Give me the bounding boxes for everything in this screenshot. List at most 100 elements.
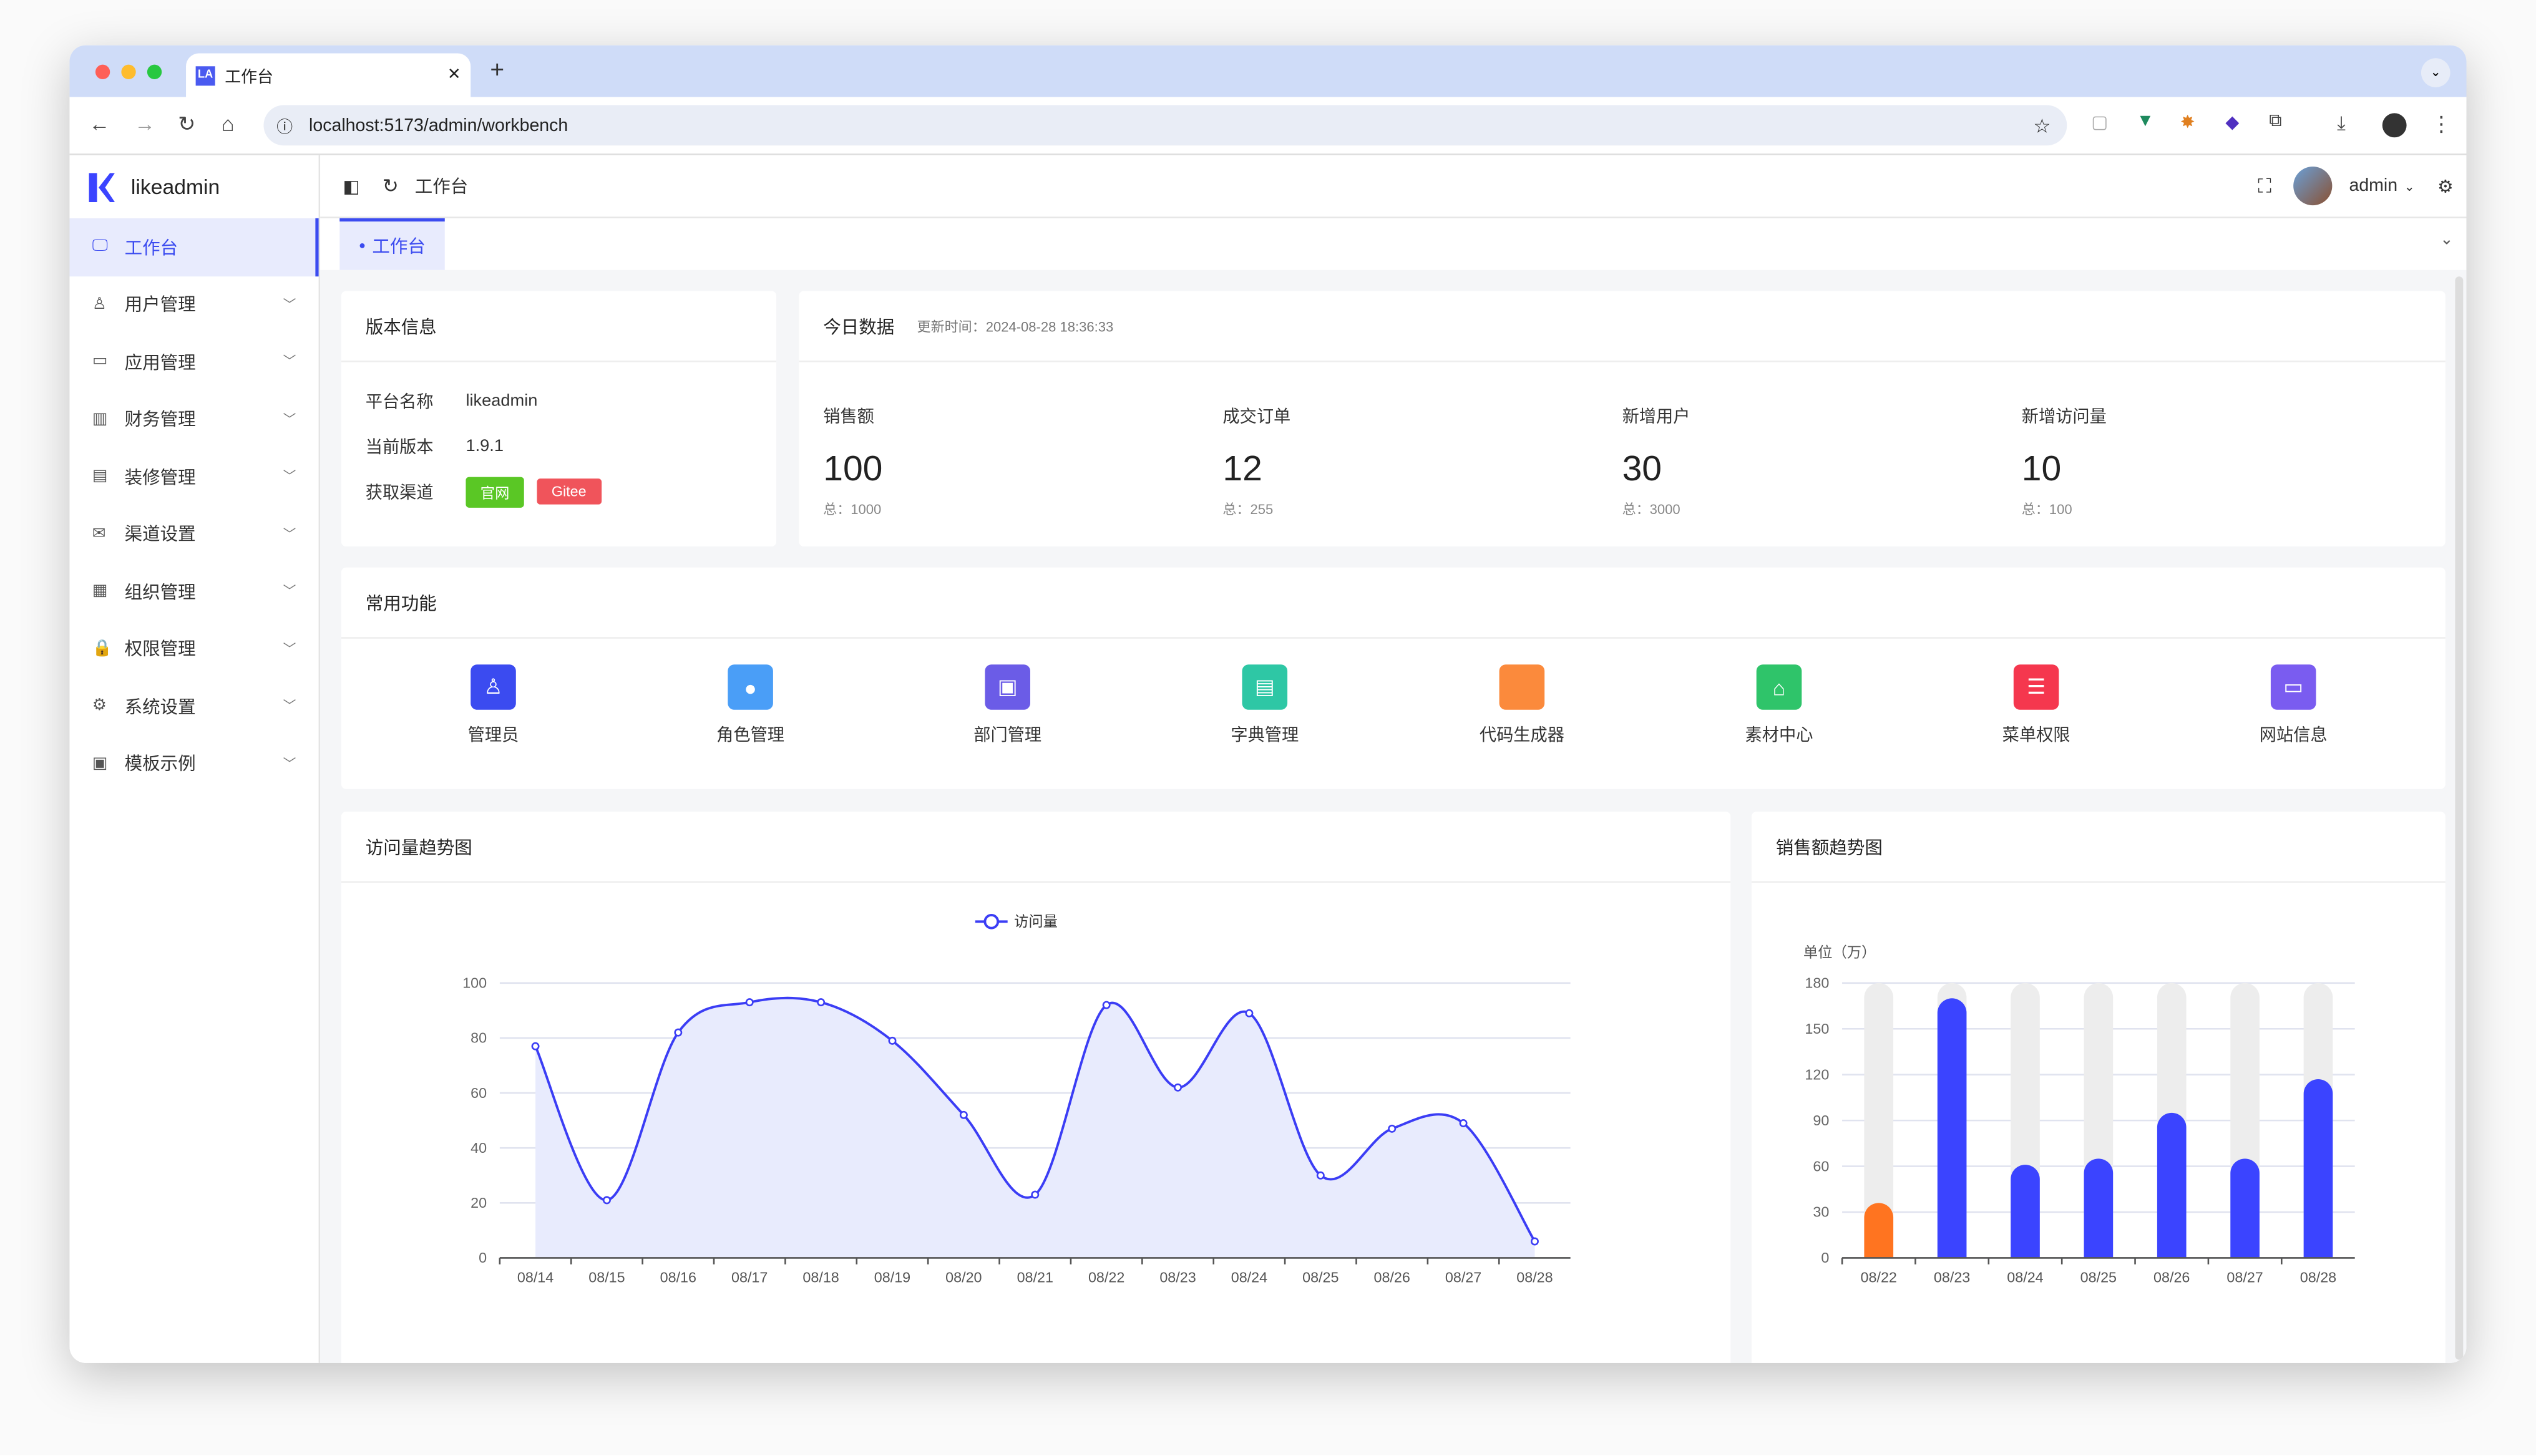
sidebar-item-label: 用户管理 bbox=[124, 296, 196, 316]
y-tick-label: 120 bbox=[1805, 1066, 1829, 1082]
minimize-window-button[interactable] bbox=[121, 64, 136, 79]
download-icon[interactable]: ⤓ bbox=[2337, 111, 2346, 135]
x-tick-label: 08/14 bbox=[517, 1269, 554, 1285]
scrollbar[interactable] bbox=[2455, 276, 2464, 1360]
browser-tab[interactable]: LA 工作台 ✕ bbox=[186, 53, 471, 97]
y-tick-label: 100 bbox=[462, 975, 487, 991]
extension-icon[interactable]: ✸ bbox=[2180, 113, 2195, 133]
visits-line-chart: 0 20 40 60 80 100 08/14 08/15 08/16 08/17 08/18 08/… bbox=[462, 913, 1571, 1285]
user-avatar[interactable] bbox=[2294, 166, 2333, 206]
x-tick-label: 08/17 bbox=[731, 1269, 768, 1285]
stat-label: 新增访问量 bbox=[2021, 407, 2107, 427]
x-tick-label: 08/27 bbox=[2226, 1269, 2263, 1285]
shortcut-icon: ▤ bbox=[1242, 664, 1288, 710]
shortcut-item[interactable]: ● 角色管理 bbox=[686, 664, 815, 747]
shortcut-item[interactable]: ▭ 网站信息 bbox=[2229, 664, 2358, 747]
sidebar-item-label: 装修管理 bbox=[124, 468, 196, 488]
sidebar-item-label: 财务管理 bbox=[124, 410, 196, 431]
bar bbox=[1937, 998, 1967, 1258]
tab-workbench[interactable]: ● 工作台 bbox=[339, 218, 445, 270]
settings-gear-icon[interactable]: ⚙ bbox=[2437, 177, 2454, 197]
fullscreen-icon[interactable]: ⛶ bbox=[2258, 173, 2272, 197]
y-tick-label: 150 bbox=[1805, 1021, 1829, 1037]
url-text: localhost:5173/admin/workbench bbox=[309, 115, 568, 135]
bar bbox=[2303, 1079, 2333, 1258]
bar bbox=[2084, 1158, 2114, 1258]
reload-icon[interactable]: ↻ bbox=[178, 111, 196, 136]
shortcut-item[interactable]: ▤ 字典管理 bbox=[1200, 664, 1329, 747]
shortcut-item[interactable]: ☰ 菜单权限 bbox=[1971, 664, 2100, 747]
info-icon[interactable]: ⓘ bbox=[276, 119, 293, 138]
visits-chart-card: 访问量趋势图 0 20 40 60 80 100 08/14 08/15 08/16 08/17 0… bbox=[341, 812, 1731, 1363]
version-row: 平台名称 likeadmin bbox=[366, 378, 752, 424]
chevron-down-icon: ﹀ bbox=[283, 584, 296, 599]
gitee-button[interactable]: Gitee bbox=[537, 478, 601, 505]
sidebar-item[interactable]: ▦ 组织管理 ﹀ bbox=[69, 563, 318, 620]
shortcut-item[interactable]: 代码生成器 bbox=[1457, 664, 1586, 747]
sidebar-item[interactable]: ⚙ 系统设置 ﹀ bbox=[69, 677, 318, 735]
sidebar-item[interactable]: ▤ 装修管理 ﹀ bbox=[69, 448, 318, 505]
card-title-text: 今日数据 bbox=[823, 318, 895, 337]
stat-value: 30 bbox=[1622, 447, 1662, 488]
refresh-icon[interactable]: ↻ bbox=[382, 174, 399, 198]
common-functions-card: 常用功能 ♙ 管理员 ● 角色管理 ▣ 部门管理 ▤ 字典管理 代码生成器 ⌂ 素材中心 ☰ 菜单权限 ▭… bbox=[341, 567, 2446, 789]
app-logo[interactable]: likeadmin bbox=[69, 155, 318, 218]
stat-label: 成交订单 bbox=[1222, 407, 1291, 427]
close-tab-icon[interactable]: ✕ bbox=[447, 66, 461, 84]
bar bbox=[2011, 1165, 2040, 1258]
x-tick-label: 08/21 bbox=[1017, 1269, 1053, 1285]
shortcut-label: 素材中心 bbox=[1745, 726, 1813, 745]
shortcut-item[interactable]: ▣ 部门管理 bbox=[943, 664, 1072, 747]
x-tick-label: 08/25 bbox=[2080, 1269, 2117, 1285]
app-icon: ▭ bbox=[92, 352, 108, 371]
x-tick-label: 08/27 bbox=[1445, 1269, 1481, 1285]
stat-value: 10 bbox=[2021, 447, 2062, 488]
mail-icon: ✉ bbox=[92, 525, 106, 543]
chevron-down-icon: ﹀ bbox=[283, 641, 296, 656]
card-title: 今日数据 更新时间：2024-08-28 18:36:33 bbox=[799, 291, 2446, 362]
data-point bbox=[1245, 1009, 1254, 1017]
stat-value: 100 bbox=[823, 447, 883, 488]
browser-window: LA 工作台 ✕ + ⌄ ← → ↻ ⌂ ⓘ localhost:5173/ad… bbox=[69, 45, 2467, 1363]
sidebar-item[interactable]: ▭ 应用管理 ﹀ bbox=[69, 333, 318, 391]
vue-devtools-icon[interactable]: ▼ bbox=[2136, 111, 2154, 131]
sidebar-item[interactable]: ♙ 用户管理 ﹀ bbox=[69, 276, 318, 333]
new-tab-icon[interactable]: + bbox=[490, 56, 505, 84]
profile-avatar[interactable] bbox=[2382, 113, 2407, 138]
breadcrumb: 工作台 bbox=[414, 178, 469, 198]
extensions-puzzle-icon[interactable]: ⧉ bbox=[2269, 111, 2282, 131]
shortcut-item[interactable]: ⌂ 素材中心 bbox=[1714, 664, 1843, 747]
sidebar-item-label: 渠道设置 bbox=[124, 525, 196, 546]
bookmark-star-icon[interactable]: ☆ bbox=[2033, 114, 2051, 137]
data-point bbox=[959, 1110, 968, 1119]
maximize-window-button[interactable] bbox=[147, 64, 162, 79]
sidebar-item[interactable]: ▣ 模板示例 ﹀ bbox=[69, 735, 318, 792]
sidebar-item[interactable]: ✉ 渠道设置 ﹀ bbox=[69, 505, 318, 563]
sales-chart-card: 销售额趋势图 单位（万） 0 30 60 90 120 150 180 08/22 08/23 08… bbox=[1751, 812, 2446, 1363]
extension-icon[interactable]: ▢ bbox=[2091, 113, 2109, 133]
shortcut-item[interactable]: ♙ 管理员 bbox=[429, 664, 558, 747]
tabs-dropdown-icon[interactable]: ⌄ bbox=[2440, 231, 2454, 250]
extension-icon[interactable]: ◆ bbox=[2225, 113, 2240, 133]
chevron-down-icon[interactable]: ⌄ bbox=[2404, 178, 2415, 193]
chevron-down-icon: ﹀ bbox=[283, 297, 296, 312]
sidebar-item-label: 模板示例 bbox=[124, 755, 196, 775]
official-site-button[interactable]: 官网 bbox=[466, 476, 524, 507]
update-time: 更新时间：2024-08-28 18:36:33 bbox=[917, 318, 1114, 334]
collapse-sidebar-icon[interactable]: ◧ bbox=[343, 177, 360, 197]
legend-label: 访问量 bbox=[1014, 913, 1058, 929]
home-icon[interactable]: ⌂ bbox=[222, 111, 235, 136]
browser-menu-icon[interactable]: ⋮ bbox=[2431, 111, 2452, 136]
sidebar-item[interactable]: ▥ 财务管理 ﹀ bbox=[69, 391, 318, 448]
tab-title: 工作台 bbox=[225, 69, 274, 87]
sidebar-item[interactable]: 🖵 工作台 bbox=[69, 218, 319, 276]
forward-icon[interactable]: → bbox=[134, 111, 155, 136]
user-name[interactable]: admin bbox=[2349, 176, 2398, 196]
tab-search-icon[interactable]: ⌄ bbox=[2421, 58, 2451, 87]
sidebar-item[interactable]: 🔒 权限管理 ﹀ bbox=[69, 620, 318, 677]
x-tick-label: 08/24 bbox=[2007, 1269, 2043, 1285]
close-window-button[interactable] bbox=[95, 64, 110, 79]
url-input[interactable]: ⓘ localhost:5173/admin/workbench ☆ bbox=[263, 105, 2067, 146]
back-icon[interactable]: ← bbox=[89, 111, 110, 136]
